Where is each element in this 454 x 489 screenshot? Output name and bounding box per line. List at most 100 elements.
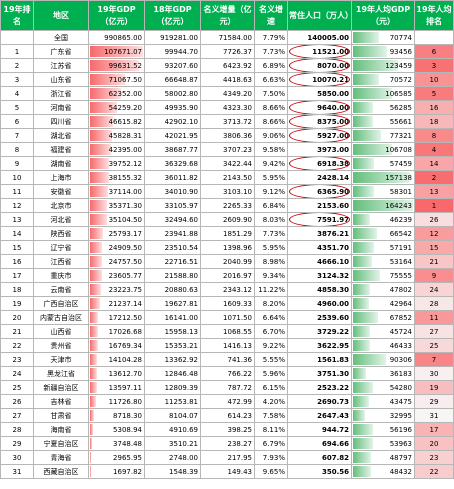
region-cell[interactable]: 福建省 (33, 142, 89, 157)
per-capita-rank-cell[interactable]: 30 (414, 366, 454, 381)
increment-cell[interactable]: 3707.23 (200, 142, 255, 157)
population-cell[interactable]: 607.82 (287, 450, 352, 465)
per-capita-cell[interactable]: 45724 (351, 324, 415, 339)
population-cell[interactable]: 2153.60 (287, 198, 352, 213)
per-capita-rank-cell[interactable]: 17 (414, 422, 454, 437)
gdp19-cell[interactable]: 24909.50 (88, 240, 145, 255)
gdp18-cell[interactable]: 15353.21 (144, 338, 201, 353)
growth-cell[interactable]: 4.20% (254, 394, 288, 409)
population-cell[interactable]: 5850.00 (287, 86, 352, 101)
increment-cell[interactable]: 2343.12 (200, 282, 255, 297)
region-cell[interactable]: 安徽省 (33, 184, 89, 199)
gdp19-cell[interactable]: 62352.00 (88, 86, 145, 101)
per-capita-cell[interactable]: 93456 (351, 44, 415, 59)
rank-cell[interactable]: 3 (0, 72, 34, 87)
increment-cell[interactable]: 3713.72 (200, 114, 255, 129)
per-capita-rank-cell[interactable]: 7 (414, 352, 454, 367)
per-capita-cell[interactable]: 43475 (351, 394, 415, 409)
growth-cell[interactable]: 11.22% (254, 282, 288, 297)
region-cell[interactable]: 云南省 (33, 282, 89, 297)
increment-cell[interactable]: 2609.90 (200, 212, 255, 227)
rank-cell[interactable]: 25 (0, 380, 34, 395)
growth-cell[interactable]: 5.55% (254, 352, 288, 367)
rank-cell[interactable]: 2 (0, 58, 34, 73)
per-capita-rank-cell[interactable]: 24 (414, 282, 454, 297)
gdp18-cell[interactable]: 42021.95 (144, 128, 201, 143)
rank-cell[interactable]: 12 (0, 198, 34, 213)
region-cell[interactable]: 浙江省 (33, 86, 89, 101)
growth-cell[interactable]: 6.64% (254, 310, 288, 325)
region-cell[interactable]: 新疆自治区 (33, 380, 89, 395)
per-capita-cell[interactable]: 157138 (351, 170, 415, 185)
region-cell[interactable]: 陕西省 (33, 226, 89, 241)
per-capita-cell[interactable]: 53963 (351, 436, 415, 451)
increment-cell[interactable]: 217.95 (200, 450, 255, 465)
increment-cell[interactable]: 1851.29 (200, 226, 255, 241)
gdp19-cell[interactable]: 37114.00 (88, 184, 145, 199)
rank-cell[interactable]: 22 (0, 338, 34, 353)
gdp18-cell[interactable]: 15958.13 (144, 324, 201, 339)
gdp19-cell[interactable]: 54259.20 (88, 100, 145, 115)
region-cell[interactable]: 甘肃省 (33, 408, 89, 423)
gdp18-cell[interactable]: 20880.63 (144, 282, 201, 297)
per-capita-rank-cell[interactable]: 3 (414, 58, 454, 73)
increment-cell[interactable]: 7726.37 (200, 44, 255, 59)
increment-cell[interactable]: 472.99 (200, 394, 255, 409)
gdp19-cell[interactable]: 17212.50 (88, 310, 145, 325)
per-capita-cell[interactable]: 42964 (351, 296, 415, 311)
per-capita-cell[interactable]: 56196 (351, 422, 415, 437)
region-cell[interactable]: 江苏省 (33, 58, 89, 73)
increment-cell[interactable]: 3422.44 (200, 156, 255, 171)
region-cell[interactable]: 湖南省 (33, 156, 89, 171)
gdp19-cell[interactable]: 3748.48 (88, 436, 145, 451)
population-cell[interactable]: 5927.00 (287, 128, 352, 143)
increment-cell[interactable]: 2265.33 (200, 198, 255, 213)
per-capita-rank-cell[interactable]: 9 (414, 268, 454, 283)
per-capita-rank-cell[interactable]: 19 (414, 380, 454, 395)
rank-cell[interactable]: 7 (0, 128, 34, 143)
gdp19-cell[interactable]: 990865.00 (88, 30, 145, 45)
growth-cell[interactable]: 6.15% (254, 380, 288, 395)
increment-cell[interactable]: 3806.36 (200, 128, 255, 143)
region-cell[interactable]: 湖北省 (33, 128, 89, 143)
population-cell[interactable]: 3751.30 (287, 366, 352, 381)
region-cell[interactable]: 贵州省 (33, 338, 89, 353)
increment-cell[interactable]: 1609.33 (200, 296, 255, 311)
region-cell[interactable]: 吉林省 (33, 394, 89, 409)
per-capita-rank-cell[interactable]: 16 (414, 100, 454, 115)
growth-cell[interactable]: 7.73% (254, 226, 288, 241)
header-increment[interactable]: 名义增量（亿元） (200, 0, 255, 31)
region-cell[interactable]: 四川省 (33, 114, 89, 129)
increment-cell[interactable]: 1416.13 (200, 338, 255, 353)
growth-cell[interactable]: 6.70% (254, 324, 288, 339)
region-cell[interactable]: 重庆市 (33, 268, 89, 283)
gdp19-cell[interactable]: 25793.17 (88, 226, 145, 241)
population-cell[interactable]: 6365.90 (287, 184, 352, 199)
growth-cell[interactable]: 6.79% (254, 436, 288, 451)
per-capita-rank-cell[interactable]: 22 (414, 464, 454, 479)
gdp19-cell[interactable]: 13597.11 (88, 380, 145, 395)
gdp18-cell[interactable]: 66648.87 (144, 72, 201, 87)
increment-cell[interactable]: 4323.30 (200, 100, 255, 115)
per-capita-rank-cell[interactable]: 8 (414, 128, 454, 143)
header-population[interactable]: 常住人口（万人） (287, 0, 352, 31)
per-capita-rank-cell[interactable]: 5 (414, 86, 454, 101)
per-capita-rank-cell[interactable]: 23 (414, 450, 454, 465)
gdp18-cell[interactable]: 49935.90 (144, 100, 201, 115)
rank-cell[interactable]: 21 (0, 324, 34, 339)
population-cell[interactable]: 3729.22 (287, 324, 352, 339)
per-capita-rank-cell[interactable]: 26 (414, 212, 454, 227)
per-capita-rank-cell[interactable]: 25 (414, 338, 454, 353)
gdp19-cell[interactable]: 8718.30 (88, 408, 145, 423)
growth-cell[interactable]: 8.66% (254, 100, 288, 115)
per-capita-cell[interactable]: 123459 (351, 58, 415, 73)
per-capita-rank-cell[interactable]: 15 (414, 240, 454, 255)
rank-cell[interactable]: 6 (0, 114, 34, 129)
gdp18-cell[interactable]: 99944.70 (144, 44, 201, 59)
per-capita-rank-cell[interactable]: 4 (414, 142, 454, 157)
region-cell[interactable]: 北京市 (33, 198, 89, 213)
growth-cell[interactable]: 7.73% (254, 44, 288, 59)
rank-cell[interactable]: 16 (0, 254, 34, 269)
gdp18-cell[interactable]: 33105.97 (144, 198, 201, 213)
gdp18-cell[interactable]: 16141.00 (144, 310, 201, 325)
